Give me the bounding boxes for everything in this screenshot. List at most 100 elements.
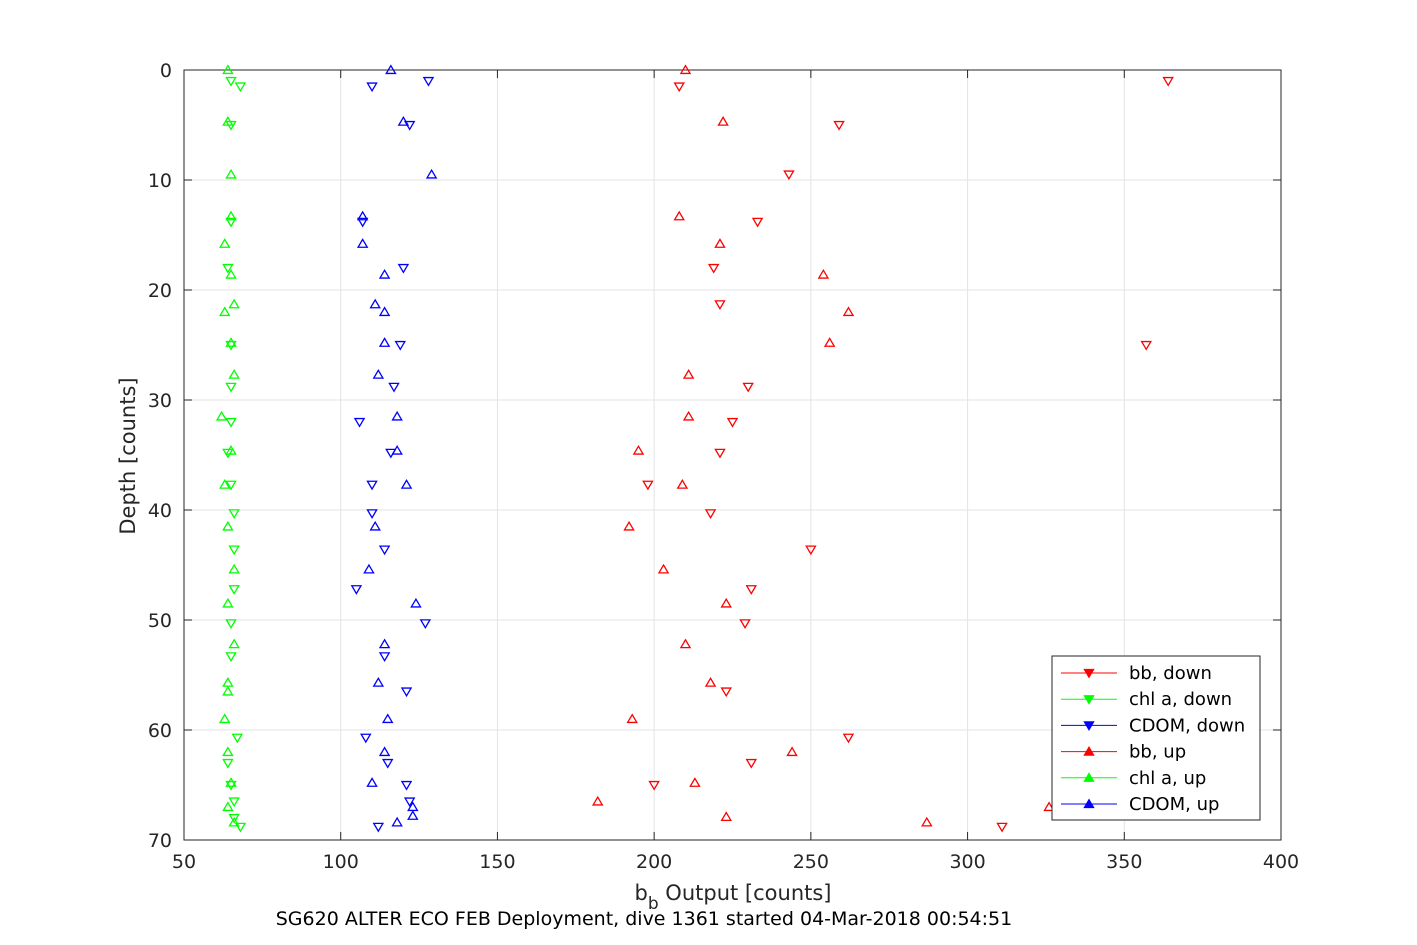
- x-axis-label-b: b: [634, 881, 647, 905]
- data-point-marker: [682, 369, 695, 379]
- x-tick-label: 50: [172, 851, 196, 873]
- x-tick-label: 250: [793, 851, 829, 873]
- data-point-marker: [739, 619, 751, 629]
- data-point-marker: [222, 746, 234, 757]
- data-point-marker: [385, 64, 397, 75]
- data-point-marker: [222, 520, 234, 531]
- data-point-marker: [228, 813, 240, 824]
- data-point-marker: [356, 238, 369, 248]
- data-point-marker: [222, 758, 234, 769]
- y-tick-label: 40: [148, 500, 172, 522]
- data-point-marker: [366, 777, 378, 787]
- y-tick-label: 60: [148, 720, 172, 742]
- data-point-marker: [707, 263, 720, 274]
- data-point-marker: [219, 479, 231, 489]
- data-point-marker: [219, 713, 231, 724]
- x-tick-label: 350: [1106, 851, 1142, 873]
- data-point-marker: [222, 64, 234, 75]
- legend-entry-label: chl a, down: [1129, 689, 1232, 710]
- data-point-marker: [720, 597, 732, 608]
- data-point-marker: [225, 777, 237, 787]
- legend: bb, down chl a, down CDOM, down bb, up chl a…: [1051, 655, 1261, 821]
- data-markers: [215, 64, 1174, 833]
- data-point-marker: [378, 652, 391, 662]
- data-point-marker: [356, 217, 369, 228]
- data-point-marker: [391, 816, 403, 827]
- legend-entry-label: chl a, up: [1129, 768, 1206, 789]
- data-point-marker: [369, 520, 381, 531]
- data-point-marker: [353, 417, 366, 428]
- legend-marker: [1083, 798, 1095, 809]
- data-point-marker: [378, 337, 391, 347]
- legend-marker: [1083, 668, 1095, 679]
- data-point-marker: [369, 298, 381, 309]
- data-point-marker: [219, 306, 231, 317]
- data-point-marker: [228, 816, 240, 827]
- data-point-marker: [222, 801, 234, 812]
- data-point-marker: [400, 479, 413, 489]
- data-point-marker: [591, 795, 604, 806]
- data-point-marker: [381, 713, 394, 724]
- data-point-marker: [366, 509, 378, 519]
- data-point-marker: [225, 417, 237, 428]
- data-point-marker: [400, 687, 413, 698]
- data-point-marker: [225, 619, 237, 629]
- legend-marker: [1083, 746, 1095, 756]
- data-point-marker: [363, 563, 375, 574]
- data-point-marker: [372, 369, 385, 379]
- legend-entry-label: CDOM, down: [1129, 715, 1245, 736]
- x-tick-label: 200: [636, 851, 672, 873]
- y-tick-label: 0: [160, 60, 172, 82]
- data-point-marker: [378, 746, 391, 757]
- data-point-marker: [215, 410, 228, 421]
- data-point-marker: [356, 210, 369, 221]
- y-tick-label: 30: [148, 390, 172, 412]
- data-point-marker: [366, 82, 378, 93]
- x-tick-label: 100: [323, 851, 359, 873]
- data-point-marker: [231, 733, 244, 744]
- data-point-marker: [717, 116, 729, 126]
- data-point-marker: [689, 777, 701, 787]
- data-point-marker: [228, 509, 240, 519]
- data-point-marker: [391, 444, 403, 455]
- legend-box: [1051, 655, 1261, 821]
- data-point-marker: [648, 780, 660, 791]
- data-point-marker: [714, 448, 726, 459]
- data-point-marker: [225, 480, 237, 491]
- data-point-marker: [225, 217, 237, 228]
- data-point-marker: [234, 822, 247, 833]
- data-point-marker: [228, 638, 240, 649]
- data-point-marker: [228, 369, 240, 379]
- data-point-marker: [228, 585, 240, 595]
- x-axis-label: bb Output [counts]: [634, 881, 831, 914]
- data-point-marker: [714, 238, 726, 248]
- data-point-marker: [676, 479, 689, 489]
- data-point-marker: [783, 170, 795, 181]
- data-point-marker: [679, 64, 692, 75]
- axis-ticks: 50 100 150 200 250 300 350 400 0 10 20 30 40 50 60 70: [148, 60, 1299, 873]
- legend-marker: [1083, 772, 1095, 782]
- data-point-marker: [225, 382, 237, 393]
- plot-area-border: [183, 69, 1282, 841]
- data-point-marker: [842, 733, 855, 744]
- chart-caption: SG620 ALTER ECO FEB Deployment, dive 136…: [276, 908, 1012, 930]
- y-tick-label: 10: [148, 170, 172, 192]
- data-point-marker: [222, 597, 234, 608]
- x-axis-label-rest: Output [counts]: [659, 881, 832, 905]
- data-point-marker: [228, 797, 240, 808]
- data-point-marker: [742, 382, 754, 393]
- data-point-marker: [745, 585, 758, 595]
- data-point-marker: [388, 382, 400, 393]
- data-point-marker: [657, 563, 670, 574]
- data-point-marker: [222, 263, 234, 274]
- data-point-marker: [921, 816, 933, 827]
- data-point-marker: [228, 298, 240, 309]
- legend-entry-label: bb, up: [1129, 742, 1186, 763]
- data-point-marker: [225, 337, 237, 347]
- data-point-marker: [350, 585, 363, 595]
- data-point-marker: [222, 448, 234, 459]
- data-point-marker: [360, 733, 372, 744]
- data-point-marker: [222, 116, 234, 126]
- data-point-marker: [720, 811, 732, 821]
- data-point-marker: [378, 638, 391, 649]
